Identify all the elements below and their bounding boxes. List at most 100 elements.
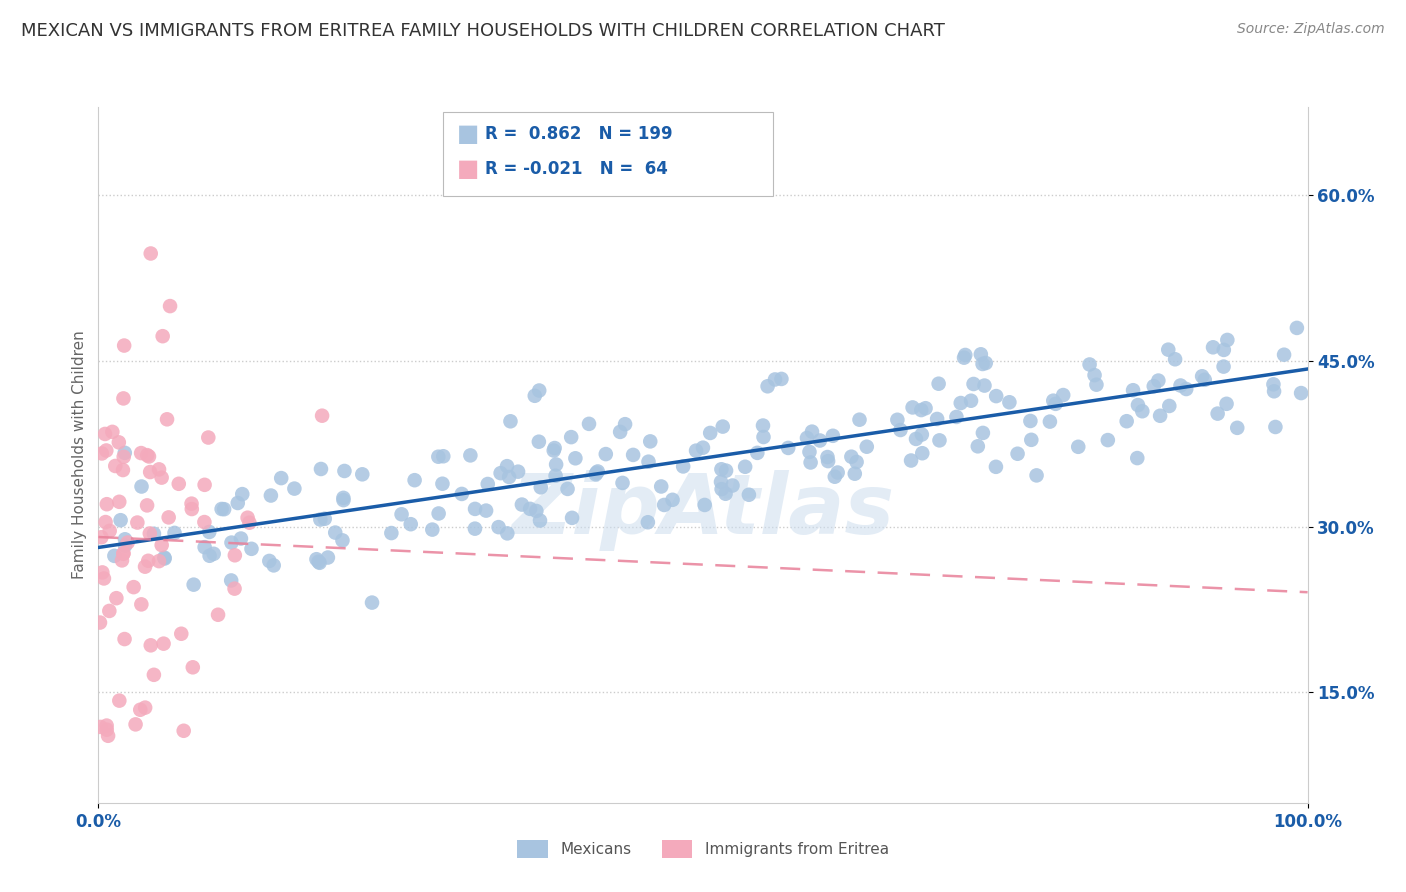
- Point: [101, 425, 124, 439]
- Point: [1122, 383, 1144, 397]
- Point: [380, 526, 402, 541]
- Point: [198, 549, 221, 563]
- Point: [1264, 420, 1286, 434]
- Point: [108, 693, 131, 707]
- Point: [524, 504, 547, 518]
- Point: [112, 547, 135, 561]
- Point: [114, 533, 136, 547]
- Point: [202, 547, 225, 561]
- Point: [527, 434, 550, 449]
- Point: [153, 550, 176, 565]
- Point: [332, 493, 354, 508]
- Point: [464, 502, 486, 516]
- Point: [114, 446, 136, 460]
- Point: [1285, 321, 1308, 335]
- Point: [138, 450, 160, 464]
- Point: [152, 637, 174, 651]
- Point: [103, 549, 125, 563]
- Point: [89, 720, 111, 734]
- Point: [198, 524, 221, 539]
- Point: [142, 668, 165, 682]
- Point: [96, 723, 118, 737]
- Point: [352, 467, 374, 482]
- Point: [945, 409, 967, 424]
- Point: [901, 401, 924, 415]
- Point: [136, 448, 159, 462]
- Point: [124, 717, 146, 731]
- Point: [1021, 433, 1043, 447]
- Text: ZipAtlas: ZipAtlas: [512, 470, 894, 551]
- Point: [770, 372, 793, 386]
- Point: [519, 501, 541, 516]
- Point: [1078, 358, 1101, 372]
- Point: [238, 516, 260, 530]
- Point: [229, 532, 252, 546]
- Point: [972, 357, 994, 371]
- Point: [752, 418, 775, 433]
- Point: [927, 412, 949, 426]
- Point: [98, 604, 121, 618]
- Point: [637, 515, 659, 529]
- Point: [778, 441, 800, 455]
- Point: [799, 445, 821, 459]
- Point: [928, 376, 950, 391]
- Point: [316, 550, 339, 565]
- Point: [984, 459, 1007, 474]
- Point: [845, 455, 868, 469]
- Point: [546, 458, 568, 472]
- Point: [1067, 440, 1090, 454]
- Text: R =  0.862   N = 199: R = 0.862 N = 199: [485, 125, 672, 143]
- Point: [817, 450, 839, 464]
- Point: [510, 498, 533, 512]
- Point: [543, 443, 565, 458]
- Point: [156, 412, 179, 426]
- Point: [139, 465, 162, 479]
- Point: [1039, 415, 1062, 429]
- Point: [131, 479, 153, 493]
- Point: [974, 356, 997, 370]
- Point: [488, 520, 510, 534]
- Point: [194, 540, 217, 554]
- Point: [167, 476, 190, 491]
- Point: [986, 389, 1008, 403]
- Point: [496, 459, 519, 474]
- Point: [332, 533, 354, 548]
- Point: [824, 469, 846, 483]
- Point: [219, 574, 242, 588]
- Point: [173, 723, 195, 738]
- Point: [801, 425, 824, 439]
- Point: [224, 549, 246, 563]
- Point: [1130, 404, 1153, 418]
- Point: [543, 441, 565, 455]
- Point: [117, 535, 139, 549]
- Point: [752, 430, 775, 444]
- Point: [97, 729, 120, 743]
- Point: [181, 660, 204, 674]
- Point: [1147, 374, 1170, 388]
- Point: [970, 347, 993, 361]
- Point: [1191, 369, 1213, 384]
- Point: [685, 443, 707, 458]
- Point: [332, 491, 354, 505]
- Point: [1206, 407, 1229, 421]
- Point: [747, 446, 769, 460]
- Point: [955, 348, 977, 362]
- Point: [94, 426, 117, 441]
- Point: [496, 526, 519, 541]
- Point: [1216, 333, 1239, 347]
- Point: [111, 553, 134, 567]
- Point: [693, 498, 716, 512]
- Point: [638, 434, 661, 449]
- Point: [134, 559, 156, 574]
- Point: [111, 463, 134, 477]
- Point: [585, 466, 607, 480]
- Point: [112, 392, 135, 406]
- Point: [1042, 393, 1064, 408]
- Point: [756, 379, 779, 393]
- Point: [529, 514, 551, 528]
- Point: [900, 453, 922, 467]
- Point: [1175, 382, 1198, 396]
- Point: [108, 435, 131, 450]
- Point: [1263, 384, 1285, 399]
- Point: [152, 329, 174, 343]
